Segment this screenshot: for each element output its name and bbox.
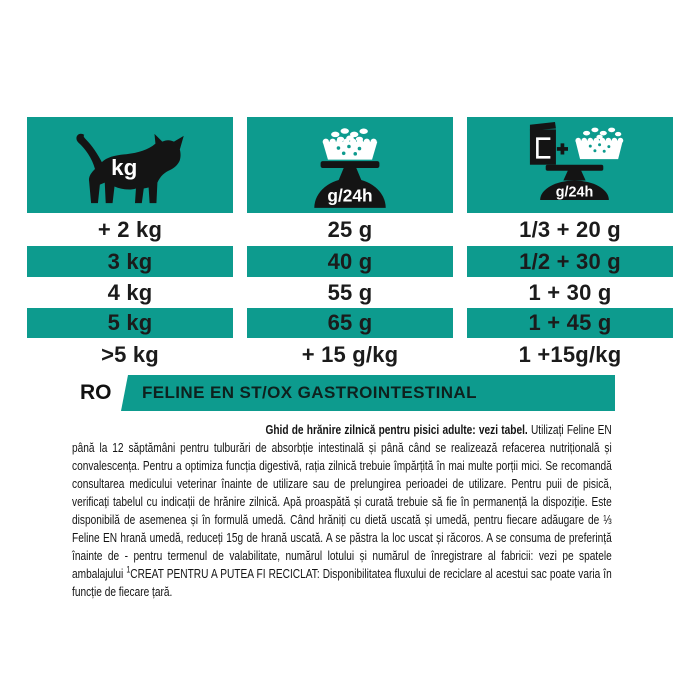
table-cell: 4 kg: [107, 279, 153, 305]
weight-unit-label: kg: [111, 155, 137, 180]
column-header-dry-food: g/24h: [247, 117, 453, 213]
table-cell: 1 + 30 g: [528, 279, 612, 305]
product-name: FELINE EN ST/OX GASTROINTESTINAL: [142, 383, 477, 402]
table-cell: 5 kg: [27, 308, 233, 338]
grams-per-day-label: g/24h: [327, 186, 372, 206]
table-cell: 3 kg: [27, 246, 233, 277]
table-cell: 1/2 + 30 g: [467, 246, 673, 277]
table-cell: 55 g: [327, 279, 373, 305]
language-code: RO: [80, 381, 112, 404]
table-cell: 40 g: [247, 246, 453, 277]
column-header-cat-weight: kg: [27, 117, 233, 213]
table-cell: + 15 g/kg: [301, 342, 399, 367]
product-name-bar: FELINE EN ST/OX GASTROINTESTINAL: [121, 375, 615, 411]
column-header-wet-plus-dry: g/24h: [467, 117, 673, 213]
column-wet-plus-dry-food: g/24h 1/3 + 20 g 1/2 + 30 g 1 + 30 g 1 +…: [467, 117, 673, 372]
table-cell: >5 kg: [101, 342, 159, 367]
table-cell: 1/3 + 20 g: [519, 216, 621, 242]
table-cell: 25 g: [327, 216, 373, 242]
dry-food-scale-icon: g/24h: [314, 128, 386, 208]
recycle-footnote-mark: 1: [126, 564, 131, 575]
grams-per-day-label: g/24h: [556, 184, 594, 200]
table-cell: 65 g: [247, 308, 453, 338]
feeding-guide-text: Ghid de hrănire zilnică pentru pisici ad…: [72, 421, 612, 601]
table-cell: 1 + 45 g: [467, 308, 673, 338]
feeding-guide-body: Utilizați Feline EN până la 12 săptămâni…: [72, 422, 612, 581]
table-cell: 1 +15g/kg: [518, 342, 622, 367]
cat-icon: kg: [76, 133, 184, 204]
column-cat-weight: kg + 2 kg 3 kg 4 kg 5 kg >5 kg: [27, 117, 233, 372]
column-dry-food: g/24h 25 g 40 g 55 g 65 g + 15 g/kg: [247, 117, 453, 372]
table-cell: + 2 kg: [97, 216, 163, 242]
feeding-table: kg + 2 kg 3 kg 4 kg 5 kg >5 kg: [27, 117, 673, 371]
feeding-guide-bold-intro: Ghid de hrănire zilnică pentru pisici ad…: [265, 422, 528, 437]
feeding-guide-body-end: CREAT PENTRU A PUTEA FI RECICLAT: Dispon…: [72, 566, 612, 599]
wet-plus-dry-food-scale-icon: g/24h: [529, 122, 624, 200]
